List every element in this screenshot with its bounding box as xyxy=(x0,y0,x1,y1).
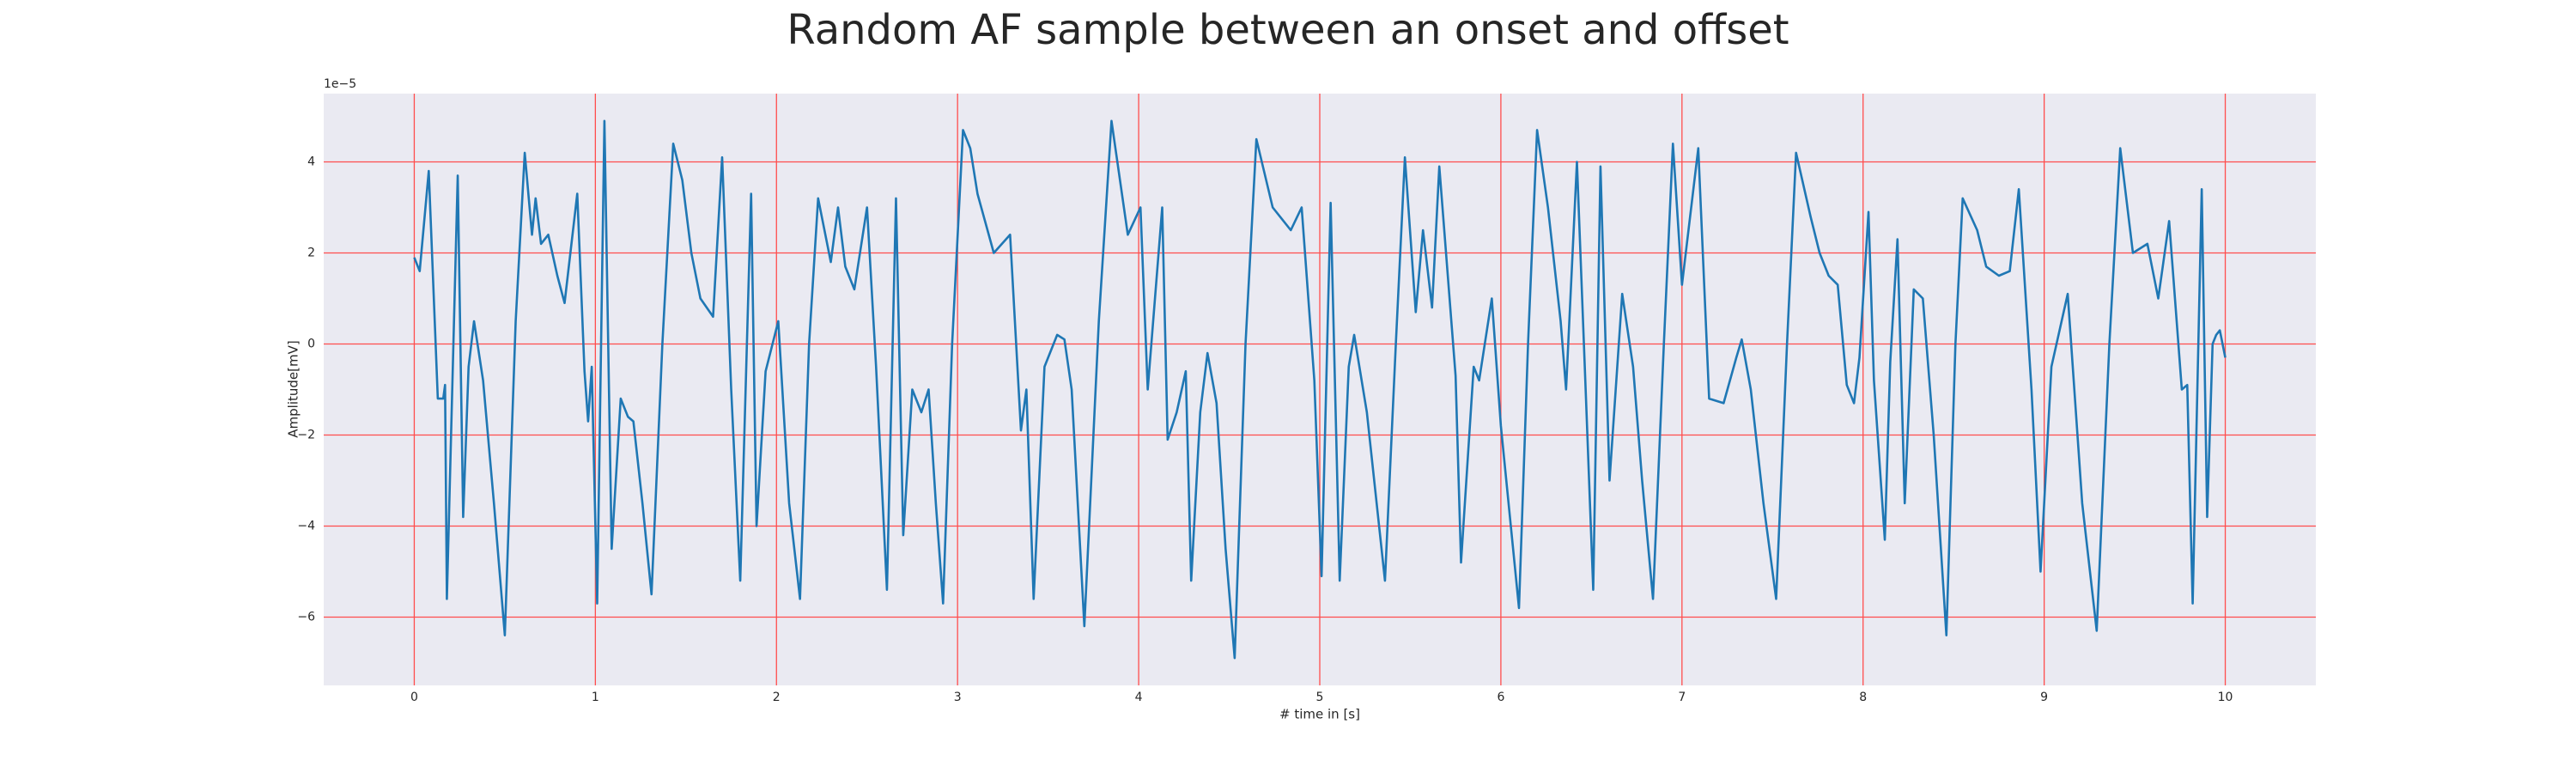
y-tick-label: 2 xyxy=(307,247,315,260)
chart-title: Random AF sample between an onset and of… xyxy=(787,6,1789,54)
y-offset-label: 1e−5 xyxy=(324,77,356,91)
x-tick-label: 1 xyxy=(592,691,599,704)
x-tick-label: 7 xyxy=(1678,691,1686,704)
signal-line xyxy=(413,119,2227,660)
x-tick-label: 5 xyxy=(1316,691,1324,704)
x-tick-label: 3 xyxy=(954,691,962,704)
x-tick-label: 4 xyxy=(1135,691,1143,704)
y-tick-label: 0 xyxy=(307,338,315,351)
x-tick-label: 9 xyxy=(2040,691,2048,704)
x-tick-label: 0 xyxy=(410,691,418,704)
y-tick-label: −4 xyxy=(297,520,315,533)
x-tick-label: 8 xyxy=(1859,691,1867,704)
y-tick-label: −2 xyxy=(297,429,315,442)
x-tick-label: 6 xyxy=(1497,691,1504,704)
x-tick-label: 10 xyxy=(2218,691,2233,704)
y-axis-label: Amplitude[mV] xyxy=(286,340,301,437)
y-tick-label: −6 xyxy=(297,611,315,624)
x-axis-label: # time in [s] xyxy=(1279,707,1360,722)
x-tick-label: 2 xyxy=(773,691,781,704)
y-tick-label: 4 xyxy=(307,155,315,169)
